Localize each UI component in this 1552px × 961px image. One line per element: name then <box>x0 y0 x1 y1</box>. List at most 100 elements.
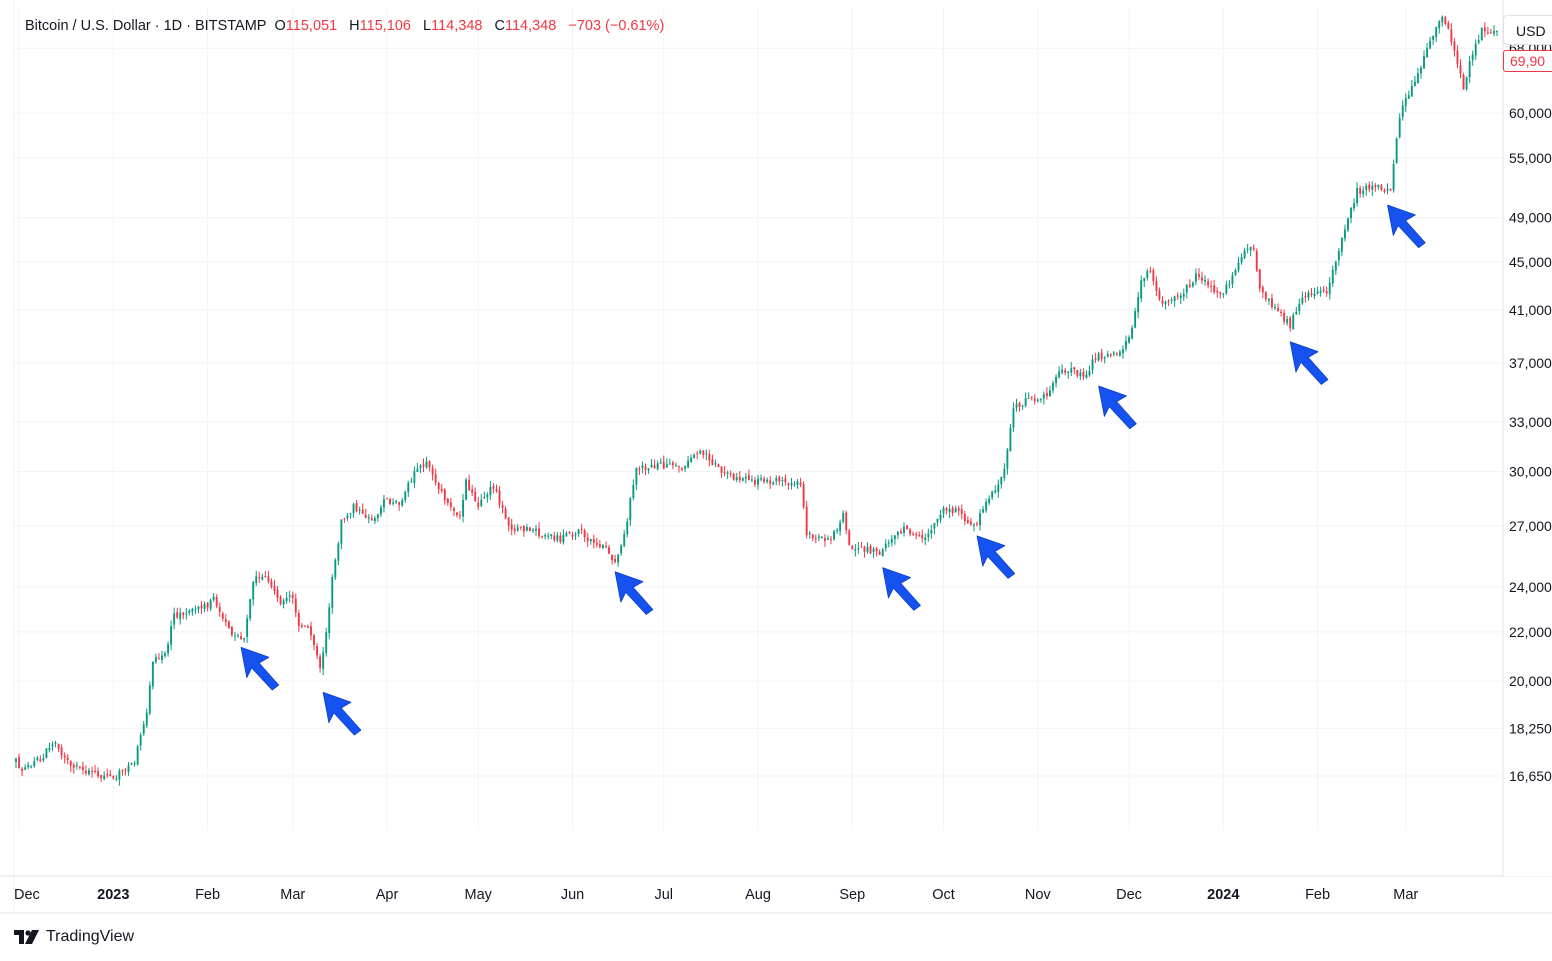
candle-body <box>200 605 203 608</box>
candle-body <box>1207 281 1210 286</box>
tradingview-logo[interactable]: TradingView <box>14 928 134 946</box>
candle-body <box>1362 190 1365 194</box>
candle-body <box>1131 327 1134 339</box>
arrow-annotation <box>1387 204 1426 249</box>
candle-body <box>197 606 200 610</box>
candle-body <box>413 471 416 483</box>
candle-body <box>1337 250 1340 261</box>
candle-body <box>1325 291 1328 294</box>
candle-body <box>1097 353 1100 361</box>
candle-body <box>939 514 942 520</box>
candle-body <box>69 760 72 766</box>
candle-body <box>1423 56 1425 69</box>
candle-body <box>42 758 45 761</box>
candle-body <box>419 465 422 469</box>
candle-body <box>398 502 401 505</box>
time-axis[interactable]: Dec 2023 Feb Mar Apr May Jun Jul Aug Sep Oct Nov Dec… <box>14 887 1418 903</box>
candle-body <box>912 533 915 535</box>
candle-body <box>1201 277 1203 281</box>
candle-body <box>714 463 717 465</box>
candle-body <box>793 484 796 486</box>
candle-body <box>796 481 799 485</box>
candle-body <box>1182 293 1185 297</box>
candle-body <box>334 559 337 578</box>
candle-body <box>1359 188 1362 194</box>
candle-body <box>392 502 395 504</box>
candle-body <box>1493 31 1495 34</box>
symbol-title[interactable]: Bitcoin / U.S. Dollar · 1D · BITSTAMP <box>25 18 267 34</box>
candle-body <box>1170 299 1173 301</box>
candle-body <box>1432 35 1435 40</box>
candle-body <box>857 548 860 550</box>
candle-body <box>699 450 702 454</box>
candle-body <box>972 524 975 526</box>
candle-body <box>1462 74 1465 90</box>
candle-body <box>30 766 33 768</box>
candle-body <box>1058 371 1061 378</box>
candle-body <box>504 508 507 519</box>
candle-body <box>492 485 495 489</box>
candle-body <box>1003 468 1006 479</box>
candle-body <box>303 625 306 627</box>
candle-body <box>690 457 693 462</box>
candle-body <box>322 652 325 669</box>
candle-body <box>827 538 829 540</box>
close-label: C <box>494 18 505 34</box>
candle-body <box>778 476 781 482</box>
candle-body <box>1289 317 1292 329</box>
price-axis[interactable]: 16,650 18,250 20,000 22,000 24,000 27,000 30,0… <box>1504 0 1552 876</box>
candle-body <box>18 757 20 769</box>
candle-body <box>598 544 601 548</box>
candle-body <box>1210 285 1213 287</box>
currency-button[interactable]: USD <box>1503 15 1552 45</box>
candle-body <box>766 479 769 482</box>
candle-body <box>306 626 309 628</box>
candle-body <box>428 461 431 468</box>
candle-body <box>763 478 766 482</box>
open-label: O <box>274 18 286 34</box>
candle-body <box>656 463 659 470</box>
candle-body <box>404 491 407 501</box>
candle-body <box>21 768 24 771</box>
candle-body <box>264 576 267 578</box>
candle-body <box>164 653 166 656</box>
candle-body <box>115 778 118 780</box>
candle-body <box>456 512 458 515</box>
candle-body <box>477 502 480 507</box>
candle-body <box>355 503 358 512</box>
candle-body <box>364 514 367 518</box>
candle-body <box>386 498 388 500</box>
candle-body <box>507 517 510 526</box>
candle-body <box>282 600 285 605</box>
candle-body <box>1188 284 1191 287</box>
candle-body <box>176 612 179 618</box>
candle-body <box>930 530 933 534</box>
candle-body <box>1246 248 1249 250</box>
candle-body <box>1316 291 1319 294</box>
candle-body <box>440 488 443 491</box>
candle-body <box>525 527 528 531</box>
candle-body <box>1486 32 1489 34</box>
candle-body <box>1416 73 1419 84</box>
candle-body <box>462 500 464 517</box>
candle-body <box>1280 311 1283 313</box>
candle-body <box>1030 396 1033 398</box>
candle-body <box>54 742 57 745</box>
candle-body <box>1015 403 1018 408</box>
candle-body <box>1036 399 1039 402</box>
candle-body <box>1191 282 1194 287</box>
candle-body <box>562 534 565 543</box>
candle-body <box>772 482 775 485</box>
candle-body <box>118 770 121 780</box>
chart-frame <box>0 0 1552 914</box>
candle-body <box>255 575 258 584</box>
candle-body <box>243 638 246 640</box>
last-price-tag: 69,90 <box>1503 50 1552 72</box>
candle-body <box>547 535 550 537</box>
candle-body <box>1459 65 1462 74</box>
candle-body <box>1100 352 1103 360</box>
candle-body <box>1125 341 1127 349</box>
candle-body <box>1441 16 1444 23</box>
candle-body <box>422 464 425 467</box>
